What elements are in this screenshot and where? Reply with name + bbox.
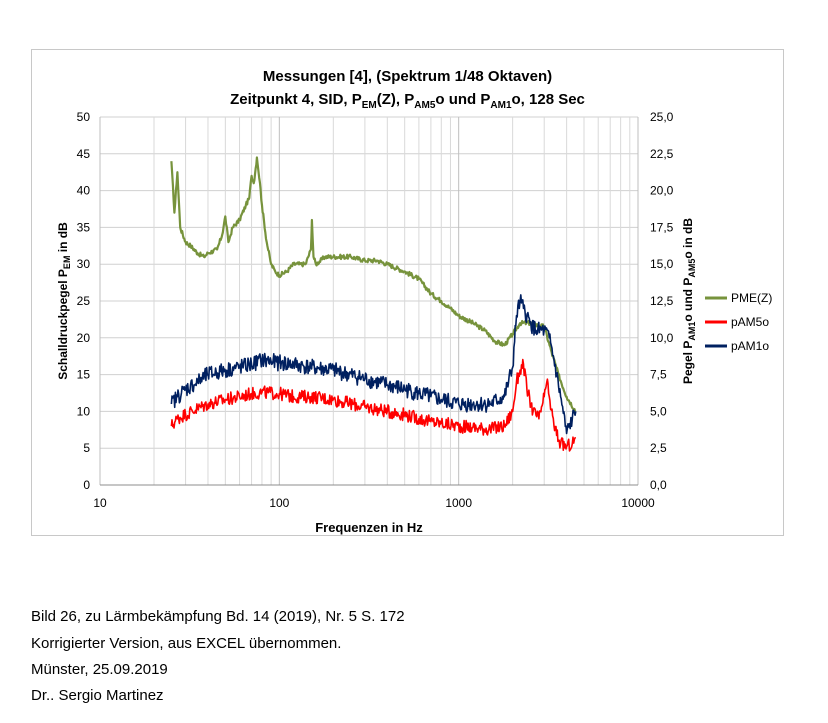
x-tick-label: 10 bbox=[93, 496, 107, 510]
yl-right-mid: o und P bbox=[681, 278, 695, 322]
chart-title-line1: Messungen [4], (Spektrum 1/48 Oktaven) bbox=[262, 68, 553, 85]
title2-sub3: AM1 bbox=[490, 100, 512, 111]
tick-layer: 0 5 10 15 20 25 30 35 40 45 50 0,0 2,5 5,0 7,5 10,0 12,5… bbox=[77, 110, 674, 510]
y-tick-label-right: 17,5 bbox=[650, 220, 674, 234]
y-tick-label-left: 20 bbox=[77, 331, 91, 345]
y-tick-label-left: 25 bbox=[77, 294, 91, 308]
x-tick-label: 1000 bbox=[445, 496, 472, 510]
legend-label: pAM5o bbox=[731, 315, 769, 329]
y-tick-label-left: 50 bbox=[77, 110, 91, 124]
series-line-pam5o bbox=[170, 358, 576, 452]
title2-mid2: o und P bbox=[435, 91, 491, 108]
series-line-pmez bbox=[170, 156, 577, 413]
y-axis-label-left: Schalldruckpegel PEM in dB bbox=[56, 222, 72, 380]
chart-title-line2: Zeitpunkt 4, SID, PEM(Z), PAM5o und PAM1… bbox=[31, 91, 784, 111]
title2-post: o, 128 Sec bbox=[511, 91, 585, 108]
caption-line-1: Bild 26, zu Lärmbekämpfung Bd. 14 (2019)… bbox=[31, 608, 405, 625]
y-tick-label-right: 5,0 bbox=[650, 404, 667, 418]
y-tick-label-left: 0 bbox=[83, 478, 90, 492]
yl-right-sub2: AM5 bbox=[687, 259, 697, 278]
title2-sub1: EM bbox=[361, 100, 377, 111]
y-tick-label-right: 15,0 bbox=[650, 257, 674, 271]
y-tick-label-left: 10 bbox=[77, 404, 91, 418]
legend-label: PME(Z) bbox=[731, 291, 772, 305]
y-tick-label-right: 10,0 bbox=[650, 331, 674, 345]
x-axis-label: Frequenzen in Hz bbox=[315, 520, 423, 535]
y-tick-label-right: 7,5 bbox=[650, 368, 667, 382]
caption-line-3: Münster, 25.09.2019 bbox=[31, 661, 168, 678]
yl-right-pre: Pegel P bbox=[681, 341, 695, 384]
yl-right-sub1: AM1 bbox=[687, 322, 697, 341]
caption-line-2: Korrigierter Version, aus EXCEL übernomm… bbox=[31, 635, 342, 652]
caption-line-4: Dr.. Sergio Martinez bbox=[31, 687, 164, 704]
legend-label: pAM1o bbox=[731, 339, 769, 353]
y-tick-label-right: 12,5 bbox=[650, 294, 674, 308]
title2-sub2: AM5 bbox=[414, 100, 436, 111]
y-tick-label-right: 22,5 bbox=[650, 147, 674, 161]
y-tick-label-left: 45 bbox=[77, 147, 91, 161]
series-layer bbox=[170, 156, 577, 452]
y-tick-label-left: 40 bbox=[77, 184, 91, 198]
y-tick-label-right: 25,0 bbox=[650, 110, 674, 124]
title2-pre: Zeitpunkt 4, SID, P bbox=[230, 91, 362, 108]
yl-right-post: o in dB bbox=[681, 218, 695, 259]
y-tick-label-left: 15 bbox=[77, 368, 91, 382]
series-line-pam1o bbox=[170, 294, 577, 435]
y-tick-label-left: 5 bbox=[83, 441, 90, 455]
title2-mid1: (Z), P bbox=[376, 91, 415, 108]
y-tick-label-left: 35 bbox=[77, 220, 91, 234]
y-tick-label-right: 0,0 bbox=[650, 478, 667, 492]
yl-left-sub: EM bbox=[62, 256, 72, 270]
yl-left-pre: Schalldruckpegel P bbox=[56, 269, 70, 380]
legend: PME(Z) pAM5o pAM1o bbox=[705, 291, 772, 353]
chart-frame bbox=[31, 49, 784, 536]
y-tick-label-left: 30 bbox=[77, 257, 91, 271]
x-tick-label: 100 bbox=[269, 496, 289, 510]
y-tick-label-right: 2,5 bbox=[650, 441, 667, 455]
yl-left-post: in dB bbox=[56, 222, 70, 256]
x-tick-label: 10000 bbox=[621, 496, 655, 510]
y-axis-label-right: Pegel PAM1o und PAM5o in dB bbox=[681, 218, 697, 384]
grid-layer bbox=[99, 116, 639, 486]
y-tick-label-right: 20,0 bbox=[650, 184, 674, 198]
